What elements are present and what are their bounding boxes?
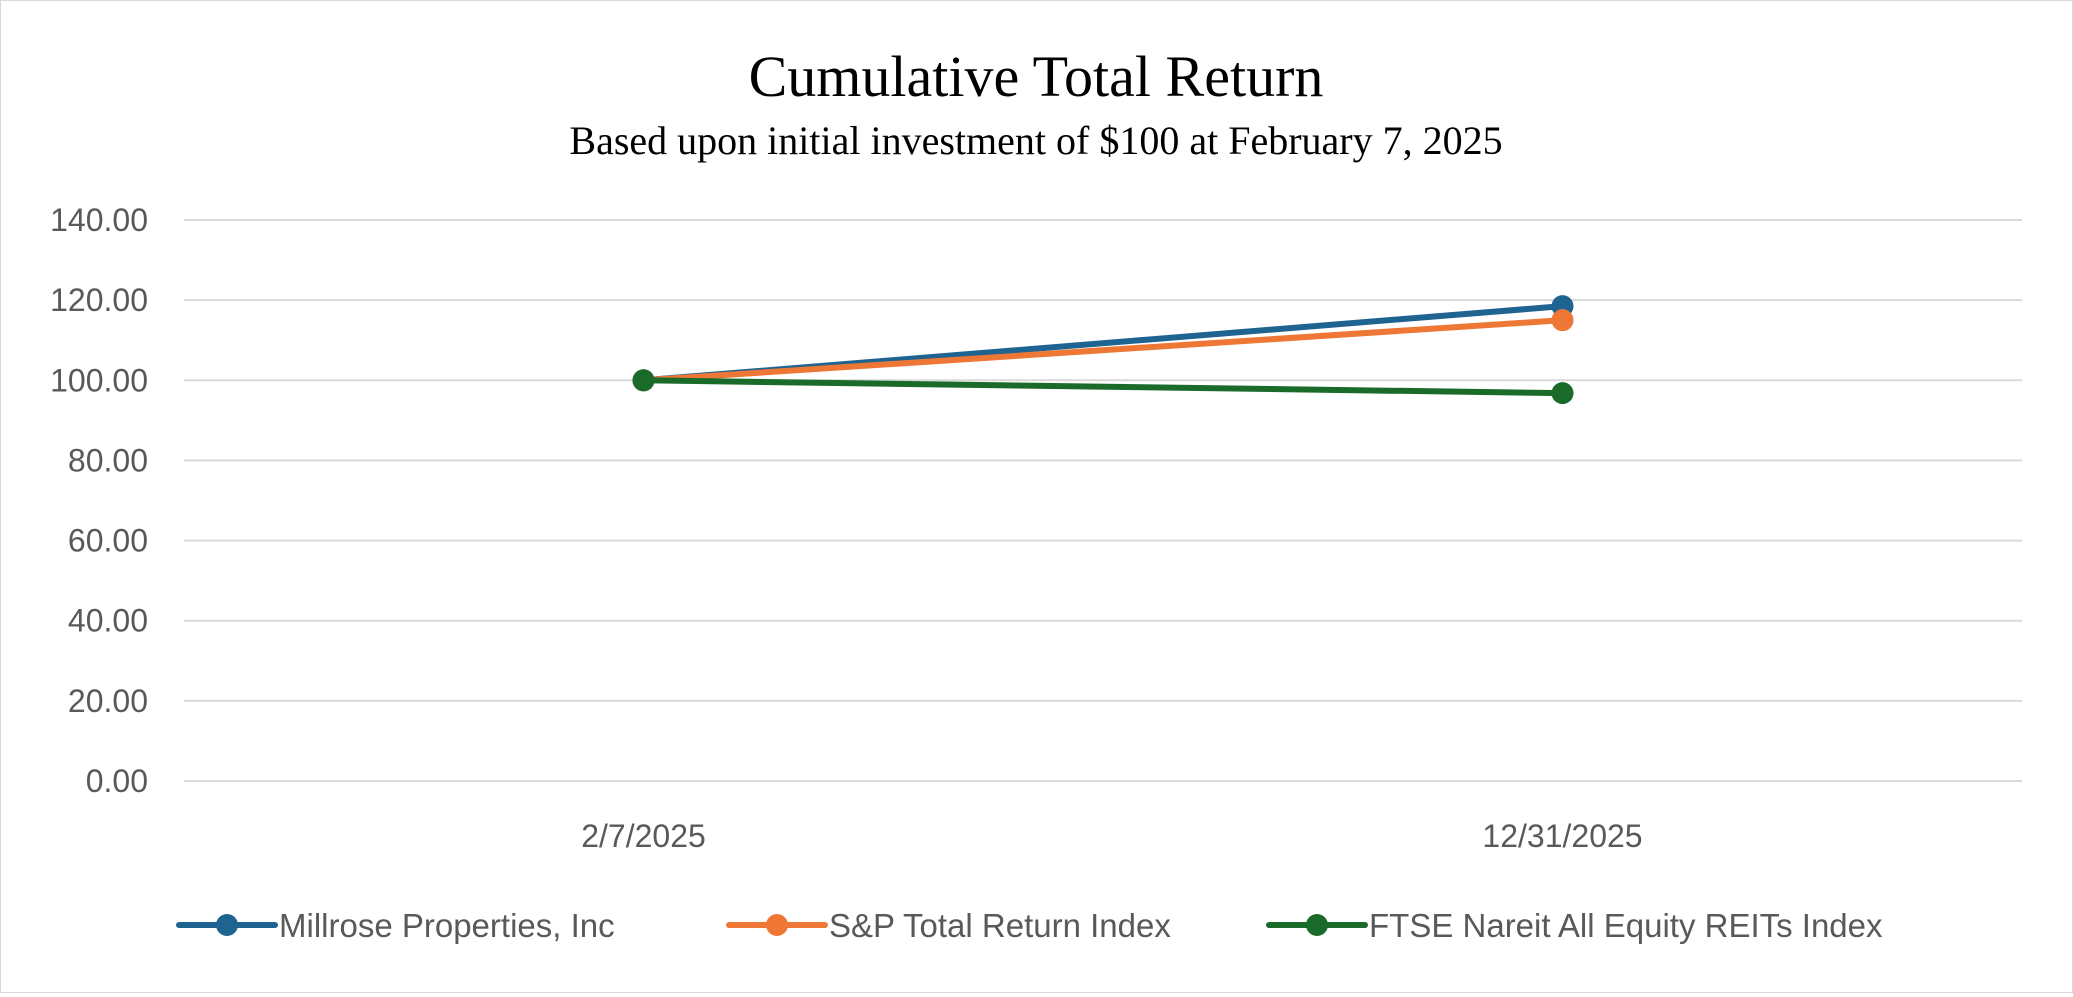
series-lines (632, 295, 1574, 405)
legend-swatch-marker (766, 914, 788, 936)
y-tick-label: 0.00 (86, 763, 148, 799)
series-line (640, 377, 1566, 397)
legend-item: S&P Total Return Index (726, 907, 1171, 944)
y-tick-label: 80.00 (68, 442, 148, 478)
legend-item: FTSE Nareit All Equity REITs Index (1266, 907, 1883, 944)
data-point (632, 369, 655, 392)
y-tick-label: 140.00 (50, 202, 148, 238)
legend-label: Millrose Properties, Inc (279, 907, 615, 944)
series-2 (632, 369, 1574, 405)
legend-swatch-marker (1306, 914, 1328, 936)
y-tick-label: 120.00 (50, 282, 148, 318)
legend-item: Millrose Properties, Inc (176, 907, 615, 944)
x-axis-tick-labels: 2/7/2025 12/31/2025 (581, 818, 1642, 854)
legend-label: S&P Total Return Index (829, 907, 1171, 944)
chart-subtitle: Based upon initial investment of $100 at… (569, 118, 1502, 163)
x-tick-label: 2/7/2025 (581, 818, 706, 854)
data-point (1551, 309, 1574, 332)
gridlines (184, 219, 2022, 782)
legend: Millrose Properties, Inc S&P Total Return… (176, 907, 1883, 944)
legend-swatch-marker (216, 914, 238, 936)
chart-title: Cumulative Total Return (749, 44, 1324, 109)
legend-label: FTSE Nareit All Equity REITs Index (1369, 907, 1883, 944)
y-axis-tick-labels: 0.00 20.00 40.00 60.00 80.00 100.00 120.00 140.… (50, 202, 148, 799)
data-point (1551, 382, 1574, 405)
series-line (640, 317, 1566, 384)
y-tick-label: 60.00 (68, 523, 148, 559)
y-tick-label: 100.00 (50, 362, 148, 398)
y-tick-label: 20.00 (68, 683, 148, 719)
x-tick-label: 12/31/2025 (1482, 818, 1642, 854)
series-0 (632, 295, 1574, 392)
series-1 (632, 309, 1574, 392)
y-tick-label: 40.00 (68, 603, 148, 639)
